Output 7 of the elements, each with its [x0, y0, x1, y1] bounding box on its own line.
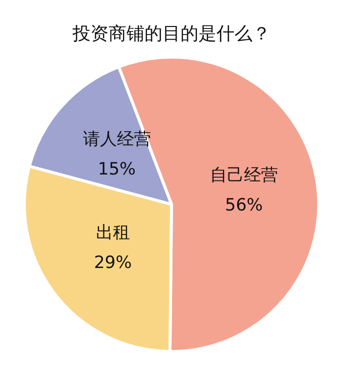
slice-label: 请人经营 [82, 129, 151, 150]
chart-title: 投资商铺的目的是什么？ [72, 23, 270, 44]
data-label: 15% [98, 159, 136, 180]
data-label: 29% [94, 253, 132, 274]
slice-label: 自己经营 [210, 166, 278, 186]
slice-label: 出租 [96, 223, 130, 244]
data-label: 56% [225, 196, 263, 216]
